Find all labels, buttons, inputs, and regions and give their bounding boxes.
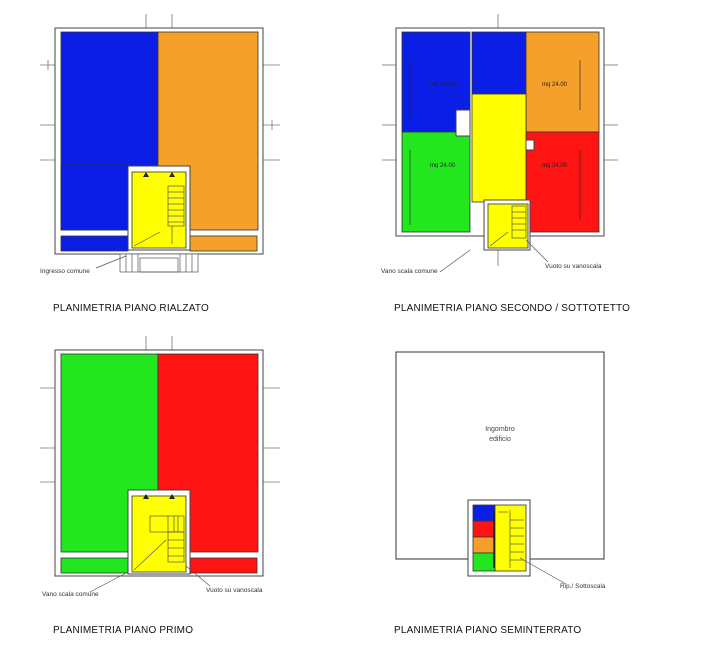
leader-vano-primo <box>89 571 129 593</box>
note-vano-scala-secondo: Vano scala comune <box>381 268 438 275</box>
note-ingresso-comune: Ingresso comune <box>40 268 90 275</box>
cellar-green <box>472 552 496 572</box>
note-vuoto-secondo: Vuoto su vanoscala <box>545 263 602 270</box>
arrow-icon <box>169 494 175 499</box>
plan-rialzato-ticks <box>40 14 280 161</box>
leader-vuoto-primo <box>185 565 211 587</box>
leader-vuoto-secondo <box>525 239 549 263</box>
plan-secondo-ticks <box>382 14 618 266</box>
balcony-primo-red <box>189 557 258 574</box>
cellar-orange <box>472 536 496 554</box>
room-secondo-yellow <box>471 93 527 203</box>
area-label-green: mq 24.00 <box>430 163 456 169</box>
stair-secondo-yellow <box>487 203 529 249</box>
cellar-blue <box>472 504 496 522</box>
area-label-red: mq 24.00 <box>542 163 568 169</box>
plan-piano-secondo: mq 24.00 mq 24.00 mq 24.00 mq 24.00 Vano… <box>381 14 630 314</box>
seminterrato-stair <box>498 510 524 568</box>
entry-steps <box>119 253 199 273</box>
balcony-rialzato-blue <box>60 235 129 252</box>
chimney-secondo-small <box>525 139 535 151</box>
ingombro-label-1: Ingombro <box>485 426 515 433</box>
chimney-secondo <box>455 109 471 137</box>
stair-rialzato-treads <box>133 185 185 247</box>
arrow-icon <box>143 172 149 177</box>
balcony-rialzato-orange <box>189 235 258 252</box>
room-secondo-red <box>525 131 600 233</box>
corridor-yellow <box>494 504 527 572</box>
title-piano-primo: PLANIMETRIA PIANO PRIMO <box>53 625 193 636</box>
cellar-red <box>472 520 496 538</box>
plan-piano-primo: Vano scala comune Vuoto su vanoscala PLA… <box>40 336 280 636</box>
leader-ingresso <box>95 255 127 269</box>
area-label-blue: mq 24.00 <box>430 82 456 88</box>
stair-secondo-treads <box>456 111 527 247</box>
room-rialzato-blue-lower <box>60 164 131 231</box>
title-piano-seminterrato: PLANIMETRIA PIANO SEMINTERRATO <box>394 625 581 636</box>
plan-piano-seminterrato: Ingombro edificio Rip./ Sottoscala PLANI… <box>394 351 606 636</box>
plan-piano-rialzato: Ingresso comune PLANIMETRIA PIANO RIALZA… <box>40 14 280 314</box>
room-secondo-blue-mid <box>471 31 527 95</box>
stair-primo-treads <box>133 515 185 571</box>
leader-vano-secondo <box>439 249 471 273</box>
stair-primo-yellow <box>131 495 187 573</box>
title-piano-secondo: PLANIMETRIA PIANO SECONDO / SOTTOTETTO <box>394 303 630 314</box>
arrow-icon <box>143 494 149 499</box>
note-vano-scala-primo: Vano scala comune <box>42 591 99 598</box>
ingombro-label-2: edificio <box>489 436 511 443</box>
room-secondo-green <box>401 131 471 233</box>
title-piano-rialzato: PLANIMETRIA PIANO RIALZATO <box>53 303 209 314</box>
arrow-icon <box>169 172 175 177</box>
note-vuoto-primo: Vuoto su vanoscala <box>206 587 263 594</box>
leader-ripostiglio <box>519 557 567 585</box>
room-secondo-orange <box>525 31 600 133</box>
note-ripostiglio: Rip./ Sottoscala <box>560 583 606 590</box>
area-label-orange: mq 24.00 <box>542 82 568 88</box>
balcony-primo-green <box>60 557 129 574</box>
